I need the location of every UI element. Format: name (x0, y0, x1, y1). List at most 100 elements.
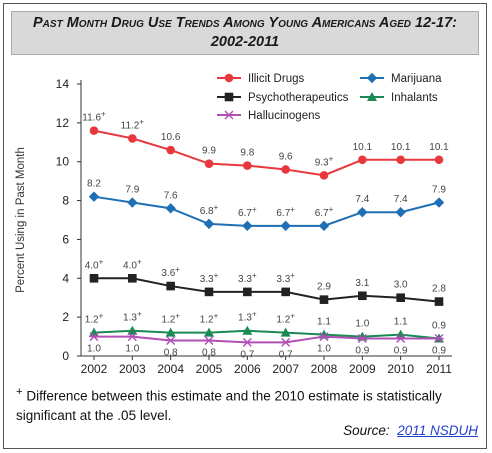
data-point-marijuana (203, 218, 215, 230)
data-point-psychotherapeutics (396, 293, 405, 303)
data-label-hallucinogens: 0.9 (394, 346, 408, 357)
y-tick-label: 14 (56, 77, 70, 91)
data-point-marijuana (318, 220, 330, 232)
data-point-psychotherapeutics (204, 287, 214, 297)
legend-label: Illicit Drugs (248, 73, 304, 85)
x-tick-label: 2002 (81, 362, 108, 376)
data-label-hallucinogens: 0.7 (279, 349, 293, 360)
data-label-inhalants: 1.2+ (200, 312, 219, 326)
data-point-marijuana (127, 197, 138, 208)
x-tick-label: 2006 (234, 362, 261, 376)
footnote-text: Difference between this estimate and the… (16, 388, 442, 423)
data-point-illicit-drugs (396, 155, 405, 165)
data-point-psychotherapeutics (243, 287, 252, 297)
data-point-hallucinogens (395, 334, 406, 344)
legend-label: Hallucinogens (248, 110, 320, 122)
data-label-inhalants: 1.3+ (123, 310, 142, 324)
series-line-illicit-drugs (93, 129, 439, 177)
data-label-illicit-drugs: 11.2+ (121, 117, 145, 131)
data-point-marijuana (357, 207, 368, 218)
x-tick-label: 2009 (349, 362, 376, 376)
data-point-hallucinogens (204, 335, 214, 345)
source-note: Source: 2011 NSDUH (343, 423, 478, 438)
data-label-inhalants: 1.2+ (276, 312, 295, 326)
data-label-inhalants: 1.2+ (161, 312, 180, 326)
data-point-hallucinogens (357, 334, 368, 344)
data-label-marijuana: 7.9 (125, 185, 139, 196)
data-label-psychotherapeutics: 2.9 (317, 282, 331, 293)
data-point-inhalants (165, 327, 176, 337)
data-label-illicit-drugs: 10.1 (391, 142, 411, 153)
data-point-psychotherapeutics (358, 291, 367, 301)
data-label-psychotherapeutics: 3.3+ (276, 271, 295, 285)
data-point-marijuana (242, 220, 253, 232)
data-point-marijuana (395, 207, 406, 218)
data-point-illicit-drugs (358, 155, 367, 165)
legend-item-marijuana: Marijuana (360, 72, 442, 85)
series-line-marijuana (93, 195, 440, 227)
data-label-hallucinogens: 0.9 (432, 346, 446, 357)
series-hallucinogens (89, 332, 444, 347)
data-point-hallucinogens (127, 332, 138, 342)
data-label-illicit-drugs: 10.6 (161, 132, 181, 143)
chart-axes: 0 2 4 6 8 10 12 14 2002 2003 2004 2005 2006 2007 2008 2… (15, 77, 452, 376)
data-label-marijuana: 6.8+ (200, 203, 219, 217)
chart-title-line1: Past Month Drug Use Trends Among Young A… (33, 15, 457, 31)
legend-item-illicit-drugs: Illicit Drugs (217, 73, 304, 85)
y-tick-label: 12 (56, 116, 70, 130)
y-tick-label: 8 (62, 194, 69, 208)
data-point-illicit-drugs (281, 165, 290, 174)
x-tick-label: 2007 (272, 362, 299, 376)
data-point-hallucinogens (89, 332, 99, 342)
legend-marker (366, 72, 378, 84)
data-label-inhalants: 1.2+ (85, 312, 104, 326)
data-label-marijuana: 6.7+ (276, 205, 295, 219)
data-point-illicit-drugs (204, 159, 214, 168)
data-label-inhalants: 1.0 (355, 319, 369, 330)
chart-title: Past Month Drug Use Trends Among Young A… (11, 11, 479, 55)
series-inhalants (89, 325, 444, 343)
data-label-inhalants: 1.3+ (238, 310, 257, 324)
data-label-psychotherapeutics: 3.1 (355, 278, 369, 289)
series-line-hallucinogens (94, 335, 439, 344)
series-psychotherapeutics (89, 273, 444, 306)
data-label-marijuana: 7.4 (394, 194, 408, 205)
data-point-inhalants (242, 325, 253, 335)
data-label-hallucinogens: 1.0 (317, 344, 331, 355)
data-point-inhalants (127, 325, 138, 335)
data-label-hallucinogens: 1.0 (125, 344, 139, 355)
y-axis-title: Percent Using in Past Month (15, 147, 27, 293)
series-marijuana (88, 191, 445, 232)
x-tick-label: 2008 (311, 362, 338, 376)
data-point-marijuana (433, 197, 445, 208)
data-label-psychotherapeutics: 3.3+ (238, 271, 257, 285)
x-tick-label: 2011 (426, 362, 452, 376)
data-point-marijuana (165, 203, 176, 214)
data-label-marijuana: 6.7+ (315, 205, 334, 219)
footnote: + Difference between this estimate and t… (16, 383, 456, 425)
x-tick-label: 2004 (157, 362, 184, 376)
legend-item-hallucinogens: Hallucinogens (217, 110, 320, 122)
data-point-illicit-drugs (128, 134, 137, 143)
data-label-illicit-drugs: 10.1 (429, 142, 449, 153)
data-label-marijuana: 7.9 (432, 185, 446, 196)
series-line-inhalants (93, 329, 440, 340)
data-label-psychotherapeutics: 3.3+ (200, 271, 219, 285)
data-label-psychotherapeutics: 4.0+ (123, 257, 142, 271)
source-label: Source: (343, 423, 390, 438)
data-label-marijuana: 7.6 (164, 190, 178, 201)
data-label-marijuana: 8.2 (87, 179, 101, 190)
data-label-hallucinogens: 0.8 (164, 347, 178, 358)
data-point-hallucinogens (280, 337, 291, 347)
source-link[interactable]: 2011 NSDUH (397, 423, 478, 438)
data-point-hallucinogens (242, 337, 253, 347)
data-label-illicit-drugs: 9.3+ (315, 154, 334, 168)
data-label-marijuana: 6.7+ (238, 205, 257, 219)
data-point-psychotherapeutics (166, 281, 175, 291)
legend-item-inhalants: Inhalants (360, 92, 438, 104)
data-label-inhalants: 0.9 (432, 321, 446, 332)
chart-legend: Illicit Drugs Marijuana Psychotherapeutics… (217, 72, 442, 122)
data-point-illicit-drugs (243, 161, 252, 170)
data-label-psychotherapeutics: 3.0 (394, 280, 408, 291)
data-label-hallucinogens: 1.0 (87, 344, 101, 355)
